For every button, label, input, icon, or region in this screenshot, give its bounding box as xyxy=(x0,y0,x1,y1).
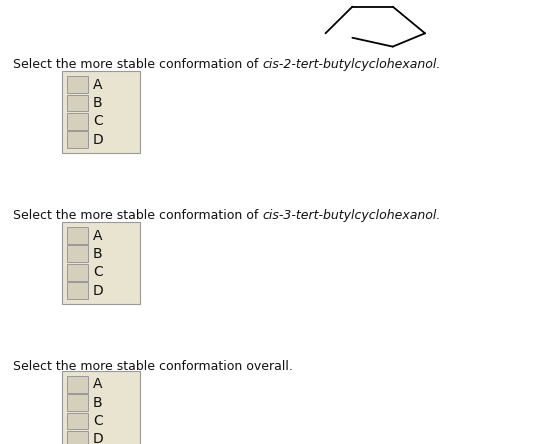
Text: B: B xyxy=(93,96,103,110)
Text: C: C xyxy=(93,414,103,428)
Bar xyxy=(67,113,88,130)
Bar xyxy=(67,431,88,444)
Text: Select the more stable conformation of: Select the more stable conformation of xyxy=(13,58,263,71)
Bar xyxy=(67,412,88,429)
Text: Select the more stable conformation of: Select the more stable conformation of xyxy=(13,209,263,222)
Text: B: B xyxy=(93,396,103,410)
Text: A: A xyxy=(93,377,103,391)
Bar xyxy=(67,131,88,148)
Bar xyxy=(67,76,88,93)
Bar xyxy=(67,264,88,281)
Text: D: D xyxy=(93,133,104,147)
Text: D: D xyxy=(93,432,104,444)
Text: cis-3-tert-butylcyclohexanol.: cis-3-tert-butylcyclohexanol. xyxy=(263,209,441,222)
Text: D: D xyxy=(93,284,104,297)
FancyBboxPatch shape xyxy=(62,371,140,444)
Text: B: B xyxy=(93,247,103,261)
Bar xyxy=(67,394,88,411)
Bar xyxy=(67,376,88,393)
FancyBboxPatch shape xyxy=(62,71,140,153)
Text: Select the more stable conformation overall.: Select the more stable conformation over… xyxy=(13,360,293,373)
Text: C: C xyxy=(93,265,103,279)
FancyBboxPatch shape xyxy=(62,222,140,304)
Text: C: C xyxy=(93,114,103,128)
Text: cis-2-tert-butylcyclohexanol.: cis-2-tert-butylcyclohexanol. xyxy=(263,58,441,71)
Bar xyxy=(67,246,88,262)
Bar xyxy=(67,95,88,111)
Text: A: A xyxy=(93,78,103,91)
Bar xyxy=(67,227,88,244)
Text: A: A xyxy=(93,229,103,242)
Bar xyxy=(67,282,88,299)
